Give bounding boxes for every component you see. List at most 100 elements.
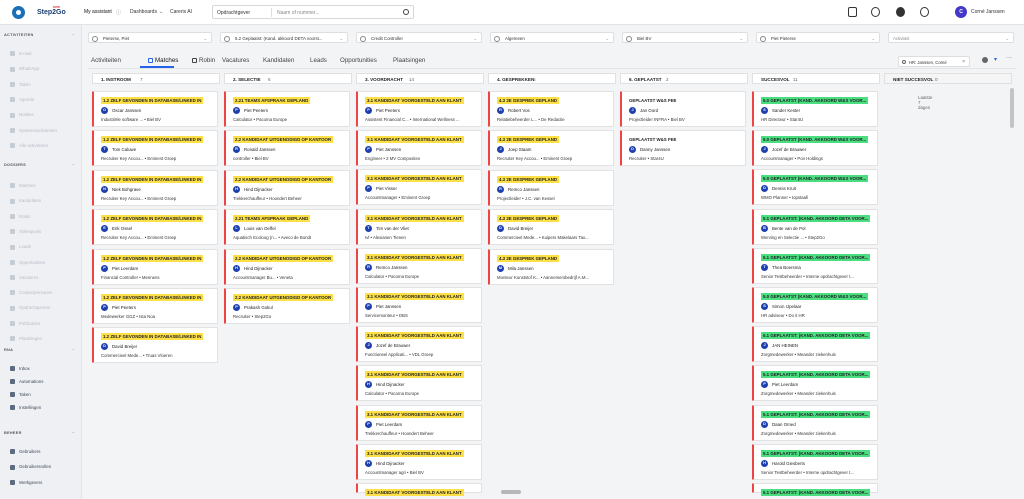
document-icon[interactable] [848, 7, 857, 17]
tab-opportunities[interactable]: Opportunities [340, 57, 377, 64]
filter-icon[interactable]: ▾ [994, 57, 998, 63]
chevron-down-icon[interactable]: ⌄ [871, 35, 875, 41]
candidate-name[interactable]: Danny Janssen [640, 147, 671, 153]
candidate-name[interactable]: Thea Boersma [772, 264, 801, 270]
tab-activiteiten[interactable]: Activiteiten [91, 57, 121, 64]
candidate-name[interactable]: Mila Janssen [508, 265, 534, 271]
match-card[interactable]: 5.1 GEPLAATST: (KAND. AKKOORD DETA VOOR.… [752, 443, 878, 480]
column-header[interactable]: 2. SELECTIE 6 [224, 73, 352, 84]
candidate-name[interactable]: Erik Ossel [112, 226, 133, 232]
match-card[interactable]: 1.2 ZELF GEVONDEN IN DATABASE/LINKED IN N… [92, 169, 218, 206]
sidebar-section-title[interactable]: ACTIVITEITEN [4, 33, 34, 37]
candidate-name[interactable]: Joep Staam [508, 147, 532, 153]
match-card[interactable]: 1.2 ZELF GEVONDEN IN DATABASE/LINKED IN P… [92, 248, 218, 285]
match-card[interactable]: 5.1 GEPLAATST: (KAND. AKKOORD DETA VOOR.… [752, 326, 878, 363]
candidate-name[interactable]: Dennis Kruit [772, 186, 796, 192]
hr-filter-chip[interactable]: HR: Janssen, Corné × [898, 56, 970, 67]
match-card[interactable]: 5.0 GEPLAATST (KAND. AKKOORD W&S VOOR...… [752, 169, 878, 206]
match-card[interactable]: 3.1 KANDIDAAT VOORGESTELD AAN KLANT J Joze… [356, 326, 482, 363]
help-icon[interactable] [920, 7, 929, 17]
column-header[interactable]: 6. GEPLAATST 2 [620, 73, 748, 84]
match-card[interactable]: 3.1 KANDIDAAT VOORGESTELD AAN KLANT P Piet… [356, 91, 482, 127]
sidebar-item[interactable]: Kandidaten [10, 198, 41, 204]
sidebar-item[interactable]: WhatsApp [10, 66, 39, 72]
match-card[interactable]: 1.2 ZELF GEVONDEN IN DATABASE/LINKED IN T… [92, 130, 218, 167]
candidate-name[interactable]: Hind Dijnacker [376, 460, 405, 466]
tab-robin[interactable]: Robin [199, 57, 216, 64]
vertical-scrollbar[interactable] [1010, 88, 1014, 128]
candidate-name[interactable]: Piet Leerdam [772, 382, 799, 388]
candidate-name[interactable]: Piet Peeters [376, 108, 400, 113]
candidate-name[interactable]: Remco Janssen [508, 186, 540, 192]
sidebar-item[interactable]: Inbox [10, 366, 30, 372]
candidate-name[interactable]: Piet Visser [376, 186, 397, 192]
match-card[interactable]: 2.2 KANDIDAAT UITGENODIGD OP KANTOOR P Pra… [224, 288, 350, 324]
match-card[interactable]: 3.1 KANDIDAAT VOORGESTELD AAN KLANT T Tim … [356, 208, 482, 245]
match-card[interactable]: 4.3 2E GESPREK GEPLAND R Remco Janssen Proj… [488, 169, 614, 206]
candidate-name[interactable]: David Breijer [508, 226, 534, 232]
search-type-select[interactable]: Opdrachtgever [217, 10, 251, 16]
match-card[interactable]: 4.3 2E GESPREK GEPLAND R Robert Vos Relatie… [488, 91, 614, 127]
sidebar-item[interactable]: Alle activiteiten [10, 143, 48, 149]
nav-my-assistant[interactable]: My assistant [84, 9, 112, 15]
candidate-name[interactable]: Jozef de Brauwer [376, 343, 411, 349]
sidebar-item[interactable]: Gebruikers [10, 449, 40, 455]
column-header[interactable]: 1. INSTROOM 7 [92, 73, 220, 84]
chevron-down-icon[interactable]: ⌄ [203, 35, 207, 41]
candidate-name[interactable]: Niek Bohgrave [112, 186, 141, 192]
sidebar-item[interactable]: Automations [10, 379, 43, 385]
avatar[interactable]: C [955, 6, 967, 18]
chevron-down-icon[interactable]: ⌄ [739, 35, 743, 41]
match-card[interactable]: 2.2 KANDIDAAT UITGENODIGD OP KANTOOR H Hin… [224, 248, 350, 285]
sidebar-item[interactable]: Leads [10, 244, 31, 250]
match-card[interactable]: 4.3 2E GESPREK GEPLAND M Mila Janssen Monte… [488, 248, 614, 285]
chevron-down-icon[interactable]: ⌄ [1005, 35, 1009, 41]
collapse-icon[interactable]: ⌃ [71, 163, 75, 168]
candidate-name[interactable]: Hind Dijnacker [376, 382, 405, 388]
candidate-name[interactable]: Piet Leerdam [376, 421, 403, 427]
tab-leads[interactable]: Leads [310, 57, 327, 64]
match-card[interactable]: 4.3 2E GESPREK GEPLAND D David Breijer Comm… [488, 209, 614, 246]
match-card[interactable]: 3.1 KANDIDAAT VOORGESTELD AAN KLANT [356, 483, 482, 496]
candidate-name[interactable]: Hind Dijnacker [244, 265, 273, 271]
match-card[interactable]: 4.3 2E GESPREK GEPLAND J Joep Staam Recruit… [488, 130, 614, 167]
candidate-name[interactable]: Simon IJpelaar [772, 304, 802, 309]
match-card[interactable]: 3.1 KANDIDAAT VOORGESTELD AAN KLANT P Piet… [356, 404, 482, 441]
filter-select[interactable]: Activiteit ⌄ [888, 32, 1014, 43]
sidebar-item[interactable]: Taken [10, 82, 31, 87]
candidate-name[interactable]: Sander Kester [772, 108, 801, 113]
match-card[interactable]: 3.1 KANDIDAAT VOORGESTELD AAN KLANT P Piet… [356, 130, 482, 167]
sidebar-item[interactable]: Opportunities [10, 260, 45, 265]
sidebar-section-title[interactable]: DOSSIERS [4, 163, 27, 167]
clear-filter-icon[interactable] [982, 57, 988, 63]
match-card[interactable]: 3.1 KANDIDAAT VOORGESTELD AAN KLANT P Piet… [356, 169, 482, 206]
candidate-name[interactable]: Louis van Oeffel [244, 226, 276, 232]
column-header[interactable]: SUCCESVOL 11 [752, 73, 880, 84]
sidebar-item[interactable]: Plaatsingen [10, 336, 42, 342]
match-card[interactable]: 2.21 TEAMS AFSPRAAK GEPLAND L Louis van Oe… [224, 209, 350, 246]
candidate-name[interactable]: Tom Caluwe [112, 147, 137, 153]
candidate-name[interactable]: Hind Dijnacker [244, 186, 273, 192]
match-card[interactable]: 3.1 KANDIDAAT VOORGESTELD AAN KLANT H Hind… [356, 443, 482, 480]
sidebar-item[interactable]: Matches [10, 183, 36, 189]
filter-select[interactable]: Algemeen ⌄ [490, 32, 614, 43]
match-card[interactable]: 1.2 ZELF GEVONDEN IN DATABASE/LINKED IN D… [92, 327, 218, 364]
candidate-name[interactable]: Piet Janssen [376, 304, 402, 309]
candidate-name[interactable]: Prakash Gokul [244, 305, 273, 310]
candidate-name[interactable]: Ronald Janssen [244, 147, 276, 153]
candidate-name[interactable]: Jan Oord [640, 108, 659, 113]
sidebar-item[interactable]: Opdrachtgevers [10, 305, 50, 311]
candidate-name[interactable]: Remco Janssen [376, 264, 408, 270]
global-search[interactable]: Opdrachtgever Naam of nummer... [212, 5, 414, 19]
match-card[interactable]: 5.1 GEPLAATST: (KAND. AKKOORD DETA VOOR.… [752, 247, 878, 284]
sidebar-section-title[interactable]: BEHEER [4, 431, 22, 435]
match-card[interactable]: 3.1 KANDIDAAT VOORGESTELD AAN KLANT H Hind… [356, 365, 482, 402]
close-icon[interactable]: × [962, 59, 965, 65]
filter-select[interactable]: Credit Controller ⌄ [356, 32, 482, 43]
sidebar-item[interactable]: Notities [10, 112, 34, 118]
candidate-name[interactable]: JAN HEINEN [772, 343, 799, 349]
candidate-name[interactable]: Piet Leerdam [112, 265, 139, 271]
sidebar-item[interactable]: Werkgevers [10, 480, 42, 485]
sidebar-item[interactable]: Publicaties [10, 321, 40, 327]
chevron-down-icon[interactable]: ⌄ [159, 9, 164, 15]
